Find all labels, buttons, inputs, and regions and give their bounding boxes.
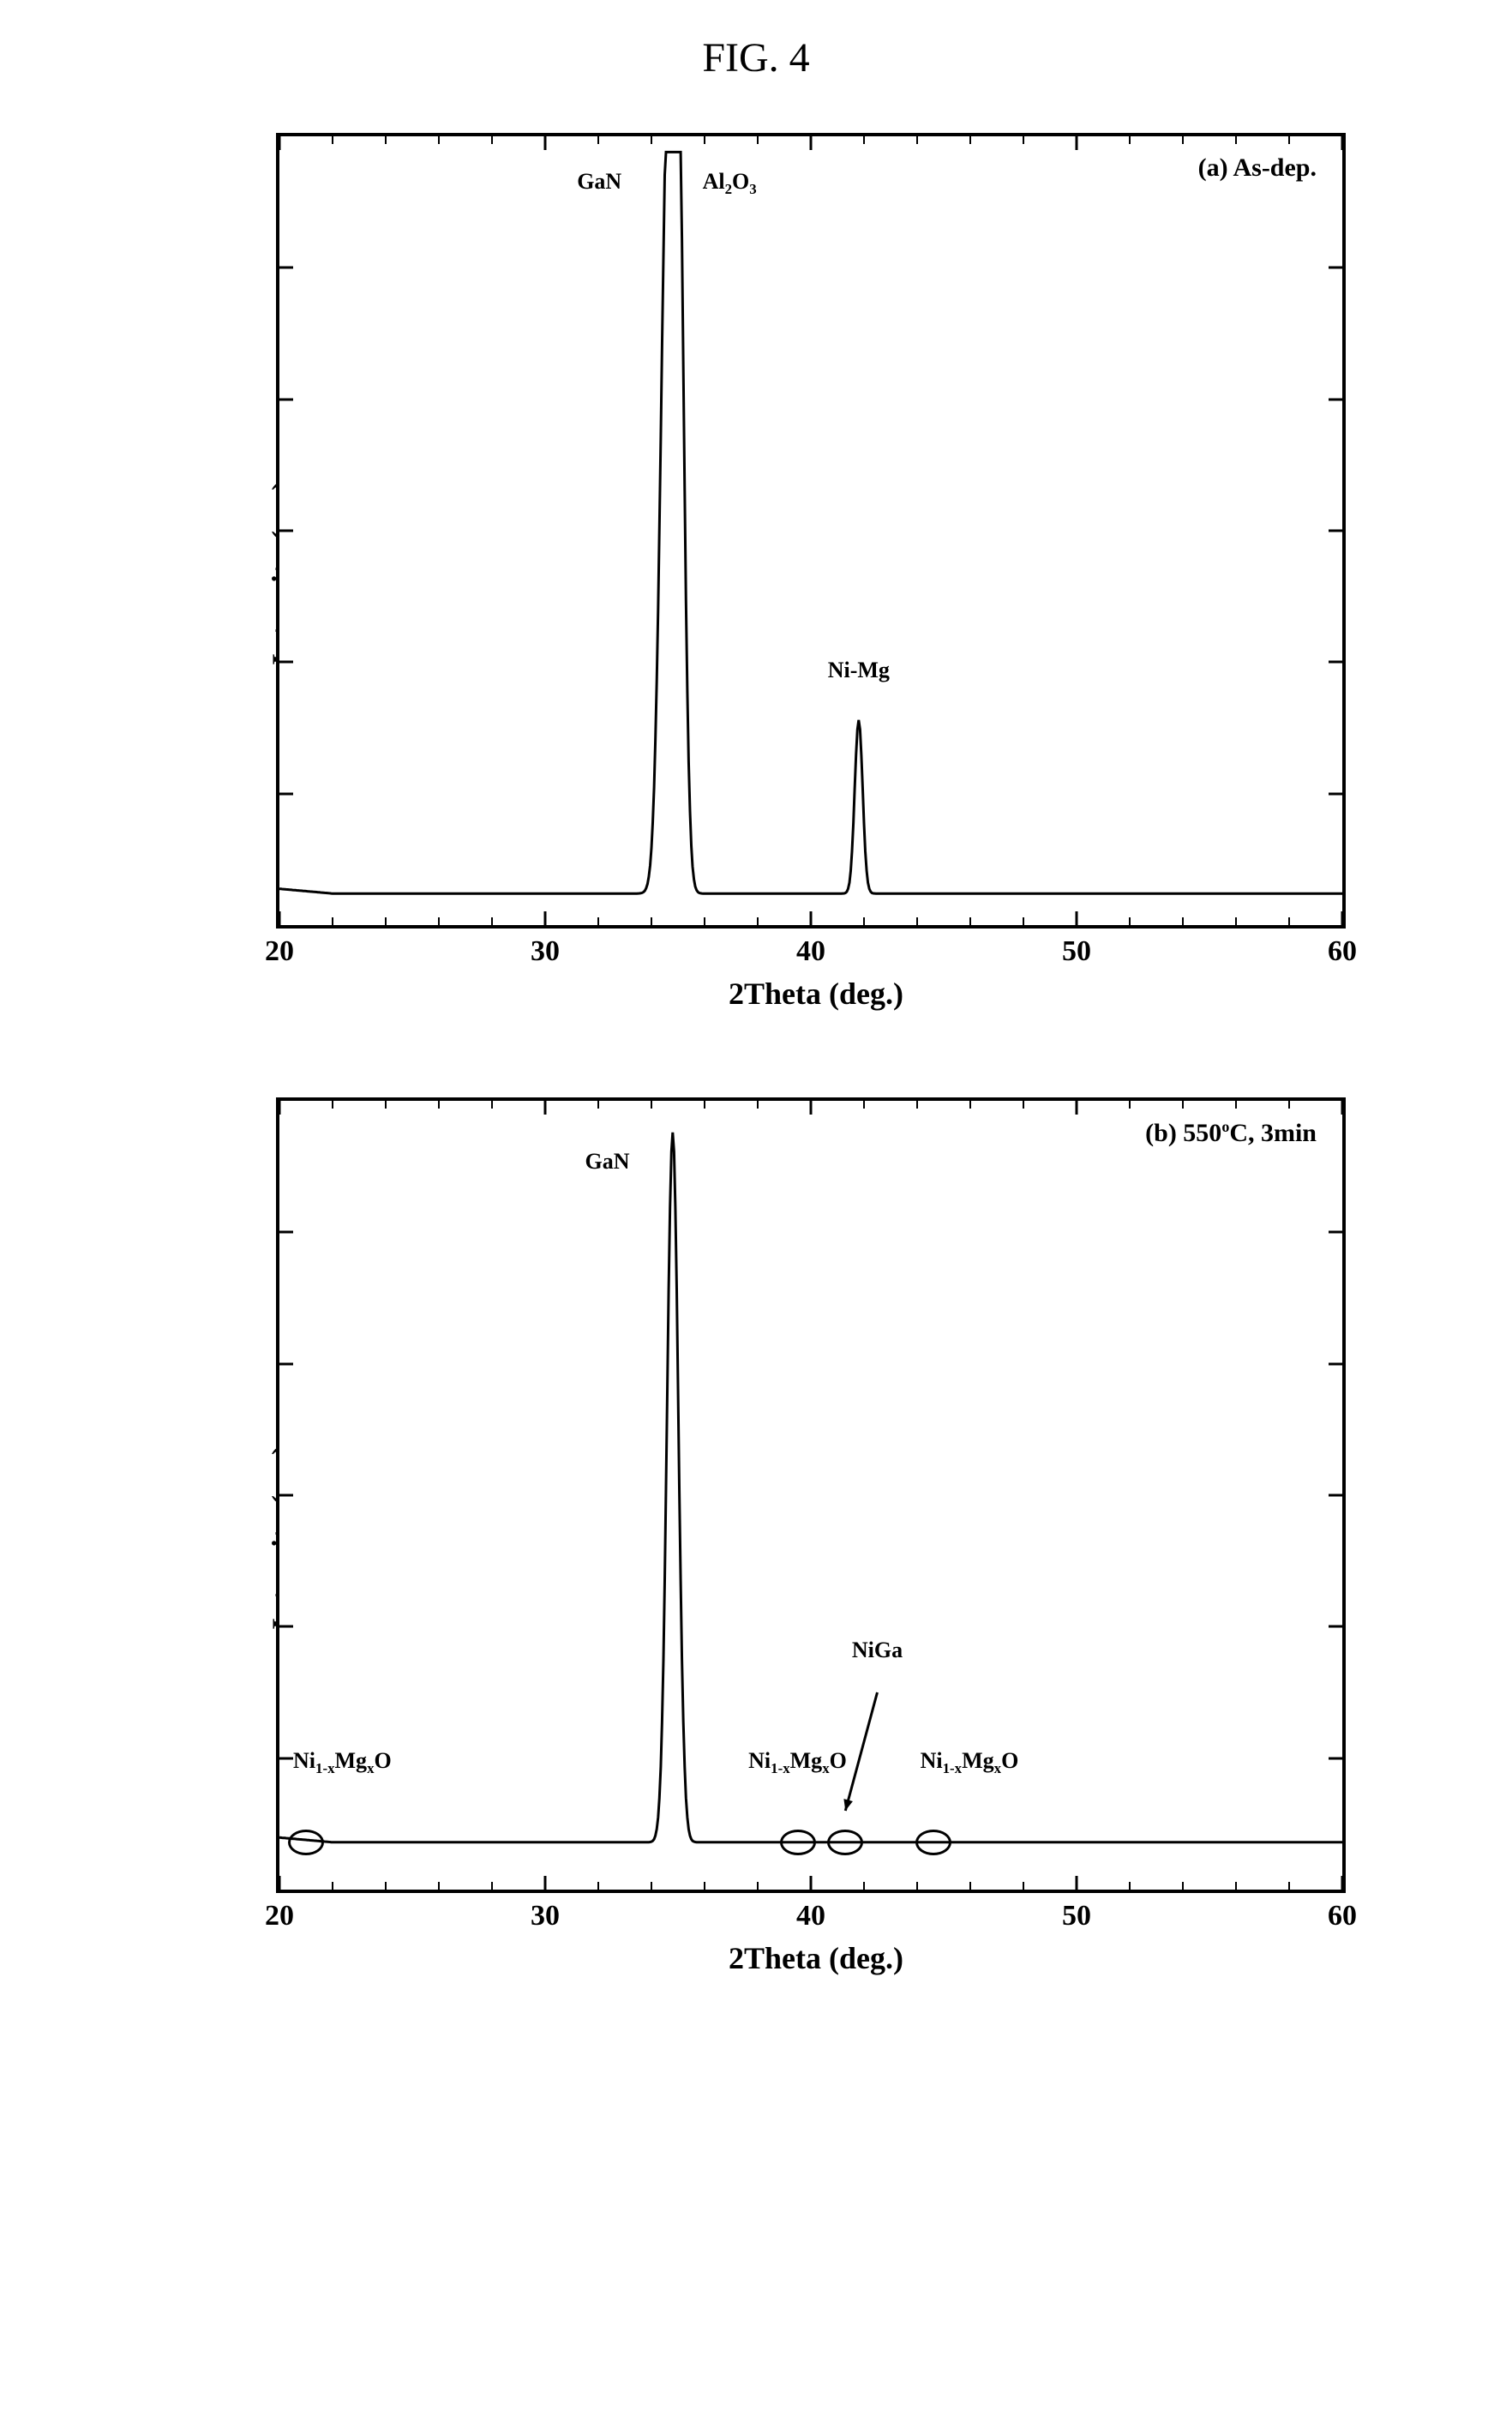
chart-b-plot: 2030405060(b) 550oC, 3minGaNNi1-xMgxONi1… bbox=[276, 1097, 1346, 1893]
x-tick-label: 40 bbox=[796, 1900, 825, 1932]
chart-a-condition-label: (a) As-dep. bbox=[1198, 153, 1317, 183]
chart-a-peak-label-1: Al2O3 bbox=[703, 169, 757, 198]
x-tick-label: 20 bbox=[265, 1900, 294, 1932]
chart-a-plot: 2030405060(a) As-dep.GaNAl2O3Ni-Mg bbox=[276, 133, 1346, 929]
chart-a-wrap: Intensity (a.u) 2030405060(a) As-dep.GaN… bbox=[156, 133, 1356, 1012]
figure-title: FIG. 4 bbox=[34, 34, 1478, 81]
x-tick-label: 30 bbox=[531, 1900, 560, 1932]
chart-a-area: Intensity (a.u) 2030405060(a) As-dep.GaN… bbox=[276, 133, 1356, 1012]
chart-a-peak-label-0: GaN bbox=[577, 169, 621, 195]
chart-b-area: Intensity (a.u) 2030405060(b) 550oC, 3mi… bbox=[276, 1097, 1356, 1976]
x-tick-label: 50 bbox=[1062, 935, 1091, 968]
chart-b-xlabel: 2Theta (deg.) bbox=[276, 1940, 1356, 1976]
x-tick-label: 60 bbox=[1328, 1900, 1357, 1932]
x-tick-label: 40 bbox=[796, 935, 825, 968]
x-tick-label: 30 bbox=[531, 935, 560, 968]
chart-b-arrow-0 bbox=[279, 1101, 1342, 1890]
chart-a-peak-label-2: Ni-Mg bbox=[828, 658, 890, 683]
chart-a-xlabel: 2Theta (deg.) bbox=[276, 976, 1356, 1012]
x-tick-label: 20 bbox=[265, 935, 294, 968]
chart-a-curve bbox=[279, 152, 1342, 893]
x-tick-label: 60 bbox=[1328, 935, 1357, 968]
chart-b-wrap: Intensity (a.u) 2030405060(b) 550oC, 3mi… bbox=[156, 1097, 1356, 1976]
chart-a-curve-svg bbox=[279, 136, 1342, 925]
x-tick-label: 50 bbox=[1062, 1900, 1091, 1932]
